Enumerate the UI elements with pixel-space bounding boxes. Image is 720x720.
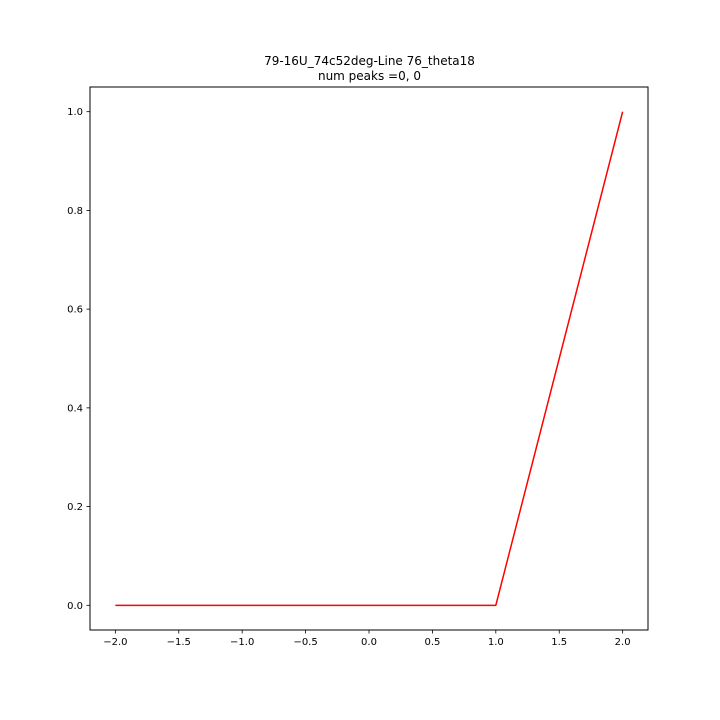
x-axis-ticks: −2.0 −1.5 −1.0 −0.5 0.0 0.5 1.0 1.5 2.0 (103, 630, 631, 648)
x-tick-label: 0.0 (361, 637, 377, 648)
y-tick-label: 0.8 (67, 206, 83, 217)
x-tick-label: 1.0 (488, 637, 504, 648)
plot-area-frame (89, 86, 649, 631)
y-tick-label: 0.4 (67, 403, 83, 414)
x-tick-label: 1.5 (551, 637, 567, 648)
y-tick-label: 0.2 (67, 502, 83, 513)
series-line (115, 111, 624, 607)
x-tick-label: −2.0 (103, 637, 127, 648)
y-tick-label: 0.6 (67, 305, 83, 316)
x-tick-label: −1.0 (230, 637, 254, 648)
y-tick-label: 0.0 (67, 601, 83, 612)
chart-title: 79-16U_74c52deg-Line 76_theta18 (264, 54, 475, 68)
y-tick-label: 1.0 (67, 107, 83, 118)
series-layer (115, 111, 624, 607)
x-tick-label: −0.5 (293, 637, 317, 648)
x-tick-label: 0.5 (424, 637, 440, 648)
chart-subtitle: num peaks =0, 0 (318, 69, 421, 83)
x-tick-label: −1.5 (167, 637, 191, 648)
x-tick-label: 2.0 (615, 637, 631, 648)
y-axis-ticks: 0.0 0.2 0.4 0.6 0.8 1.0 (67, 107, 90, 612)
